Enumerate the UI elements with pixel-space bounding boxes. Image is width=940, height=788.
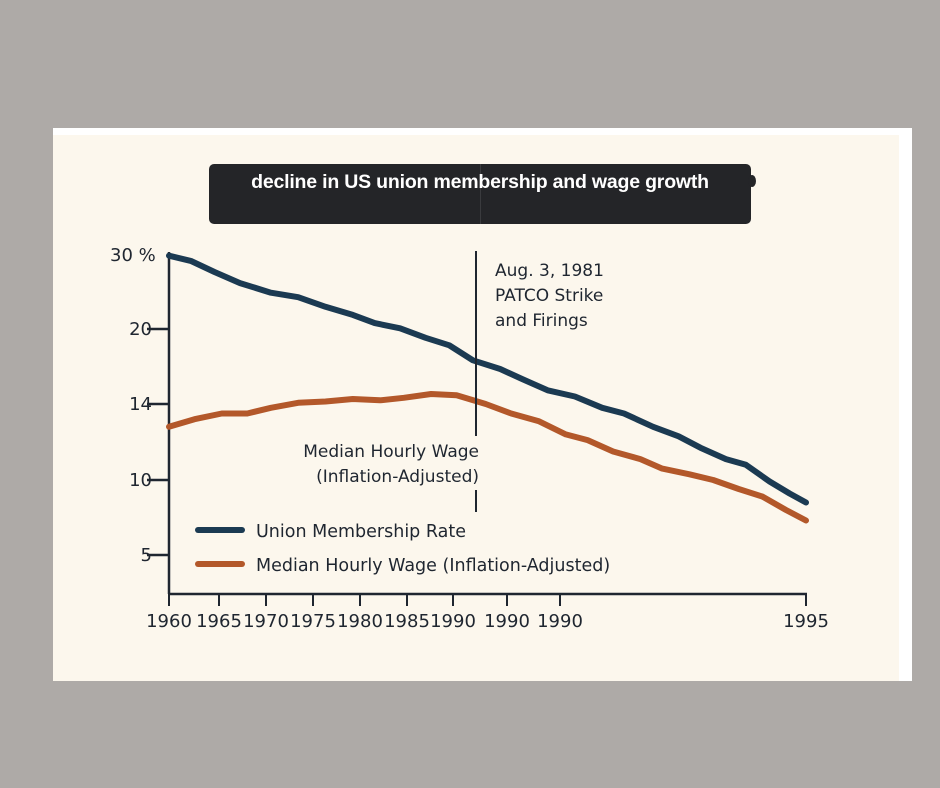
x-tick-label: 1960 xyxy=(146,611,192,632)
axes xyxy=(167,252,807,596)
title-box-handle xyxy=(748,175,756,187)
y-tick-label: 10 xyxy=(129,470,152,491)
x-tick-label: 1990 xyxy=(430,611,476,632)
x-tick-label: 1965 xyxy=(196,611,242,632)
x-tick-label: 1985 xyxy=(384,611,430,632)
annotations: Aug. 3, 1981 PATCO Strike and Firings Media… xyxy=(303,251,604,512)
y-tick-label: 30 % xyxy=(110,245,156,266)
x-tick-label: 1970 xyxy=(243,611,289,632)
x-tick-label: 1990 xyxy=(537,611,583,632)
x-tick-label: 1975 xyxy=(290,611,336,632)
legend-label: Median Hourly Wage (Inflation-Adjusted) xyxy=(256,556,610,576)
median-wage-line xyxy=(166,391,809,524)
patco-annotation-text: Aug. 3, 1981 xyxy=(495,261,604,281)
series-lines xyxy=(166,252,809,524)
patco-annotation-text: and Firings xyxy=(495,311,588,331)
chart-title: decline in US union membership and wage … xyxy=(251,171,709,193)
y-tick-label: 20 xyxy=(129,319,152,340)
y-axis-ticks: 30 % 20 14 10 5 xyxy=(110,245,169,566)
x-tick-label: 1995 xyxy=(783,611,829,632)
legend: Union Membership Rate Median Hourly Wage … xyxy=(195,522,610,576)
x-tick-label: 1980 xyxy=(337,611,383,632)
y-tick-label: 14 xyxy=(129,394,152,415)
x-tick-label: 1990 xyxy=(484,611,530,632)
union-membership-line xyxy=(166,252,809,506)
y-tick-label: 5 xyxy=(141,545,152,566)
wage-annotation-text: Median Hourly Wage xyxy=(303,442,479,462)
x-axis-ticks: 1960 1965 1970 1975 1980 1985 1990 1990 1990 1995 xyxy=(146,594,829,632)
legend-label: Union Membership Rate xyxy=(256,522,466,542)
title-box-seam xyxy=(480,164,481,224)
wage-annotation-text: (Inflation-Adjusted) xyxy=(316,467,479,487)
patco-annotation-text: PATCO Strike xyxy=(495,286,603,306)
